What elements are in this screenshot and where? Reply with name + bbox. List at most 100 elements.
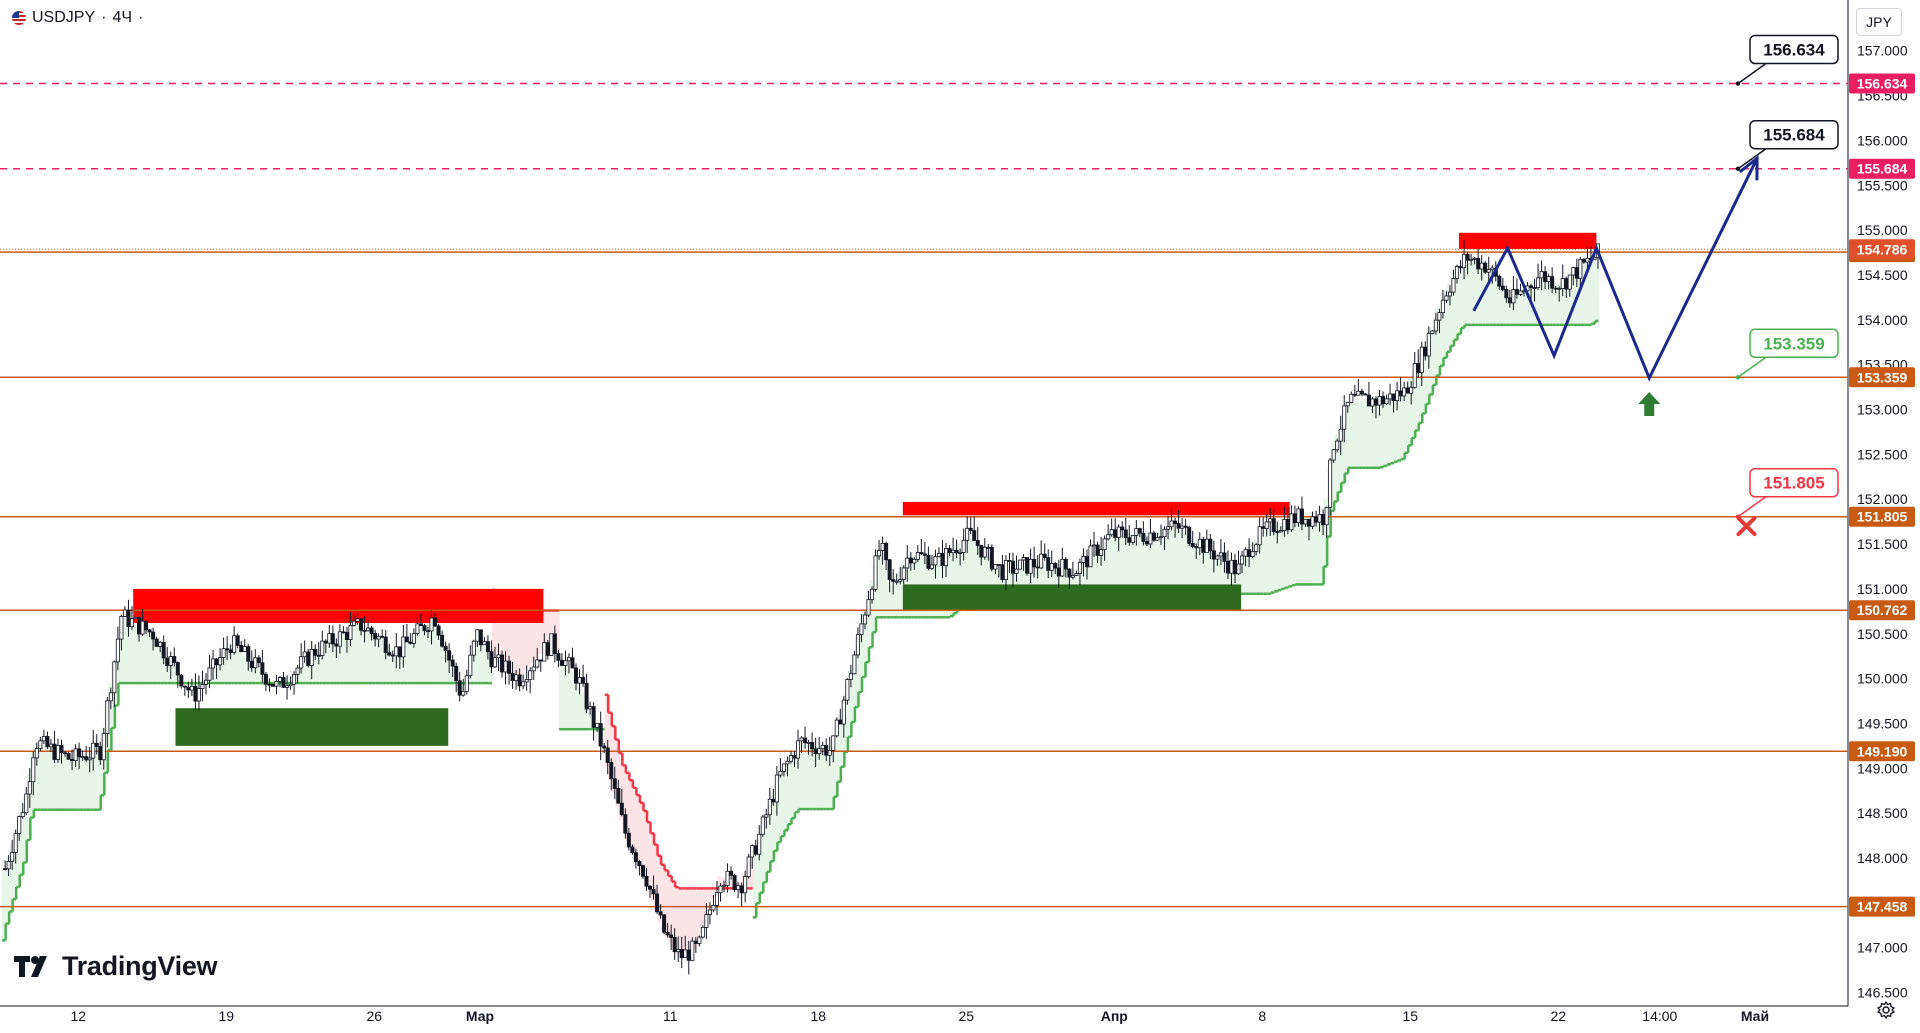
candle-body [98, 746, 103, 761]
candle-body [905, 557, 910, 569]
candle [1345, 401, 1350, 413]
currency-button[interactable]: JPY [1856, 8, 1902, 36]
candle [1077, 558, 1082, 586]
callout-target[interactable]: 155.684 [1735, 119, 1839, 171]
candle [665, 922, 670, 938]
price-badge-label: 149.190 [1857, 743, 1908, 759]
candle [672, 928, 677, 960]
trail-fill [255, 669, 260, 684]
callout-target[interactable]: 156.634 [1735, 34, 1839, 86]
callout-entry[interactable]: 153.359 [1735, 328, 1839, 380]
candle-body [1402, 387, 1407, 397]
candle-body [161, 641, 166, 659]
candle-body [214, 658, 219, 666]
candle-body [277, 677, 282, 682]
candle-body [1345, 401, 1350, 407]
candle-body [1070, 575, 1075, 578]
candle-body [263, 673, 268, 685]
trail-fill [1337, 424, 1342, 493]
candle [711, 894, 716, 913]
candle [1409, 381, 1414, 405]
candle-body [383, 636, 388, 653]
settings-icon[interactable] [1876, 1000, 1896, 1020]
candle-body [1039, 553, 1044, 569]
candle [1310, 511, 1315, 530]
trail-fill [1471, 260, 1476, 325]
candle [200, 670, 205, 702]
trail-fill [569, 671, 574, 730]
trailing-stop-down [491, 588, 754, 956]
price-badge-label: 155.684 [1857, 161, 1908, 177]
candle-body [443, 645, 448, 652]
candle [972, 516, 977, 541]
trail-fill [1027, 564, 1032, 604]
tradingview-logo[interactable]: TradingView [14, 951, 218, 982]
candle [722, 880, 727, 893]
candle [260, 649, 265, 683]
candle-body [10, 852, 15, 862]
trail-fill [1080, 562, 1085, 604]
candle-body [810, 742, 815, 750]
candle-body [133, 616, 138, 620]
candle [1451, 269, 1456, 296]
candle-body [1342, 405, 1347, 430]
candle-body [1134, 528, 1139, 536]
callout-box [1749, 34, 1839, 65]
trail-fill [231, 645, 236, 684]
trail-fill [136, 625, 141, 684]
candle-body [249, 660, 254, 669]
candle-body [359, 618, 364, 631]
callout-leader [1737, 496, 1767, 518]
candle [785, 756, 790, 777]
trail-fill [118, 615, 123, 684]
candle-body [714, 892, 719, 906]
candle [1518, 283, 1523, 297]
level-badge: 150.762 [1849, 600, 1915, 621]
trail-fill [601, 729, 606, 754]
trail-fill [1284, 520, 1289, 588]
y-tick-label: 146.500 [1857, 985, 1908, 1001]
candle-body [1144, 540, 1149, 545]
trail-fill [703, 888, 708, 922]
y-tick-label: 151.000 [1857, 581, 1908, 597]
trail-fill [308, 653, 313, 684]
trail-fill [1249, 542, 1254, 594]
candle [232, 626, 237, 655]
trail-fill [506, 604, 511, 672]
candle-body [1278, 530, 1283, 533]
candle-body [1208, 538, 1213, 552]
candle-body [1483, 262, 1488, 273]
callout-stop[interactable]: 151.805 [1735, 467, 1839, 519]
y-tick-label: 149.500 [1857, 715, 1908, 731]
trail-fill [1475, 262, 1480, 325]
candle-body [912, 558, 917, 564]
trail-fill [125, 619, 130, 684]
trail-fill [1083, 559, 1089, 604]
symbol-header[interactable]: USDJPY · 4Ч · [12, 9, 143, 27]
price-badge-label: 154.786 [1857, 241, 1908, 257]
candle [207, 654, 212, 689]
trail-fill [763, 814, 768, 883]
candle-body [63, 752, 68, 755]
candle [933, 549, 938, 579]
candle [457, 671, 462, 702]
trail-fill [1334, 434, 1339, 502]
candle [256, 655, 261, 668]
candle-body [411, 633, 416, 644]
candle [803, 726, 808, 749]
trail-fill [315, 648, 320, 684]
candle-body [827, 749, 832, 756]
trail-fill [1298, 517, 1303, 585]
candle [1137, 527, 1142, 538]
candle-body [387, 652, 392, 656]
trail-fill [766, 804, 771, 872]
time-axis: 12 19 26 Мар 11 18 25 Апр 8 15 22 14:00 Май [70, 1008, 1769, 1024]
trail-fill [224, 648, 229, 684]
candle-body [362, 629, 367, 632]
candle-body [961, 539, 966, 553]
trail-fill [358, 625, 363, 684]
candle-body [20, 812, 25, 817]
trail-fill [93, 751, 98, 810]
trail-fill [1291, 517, 1296, 586]
